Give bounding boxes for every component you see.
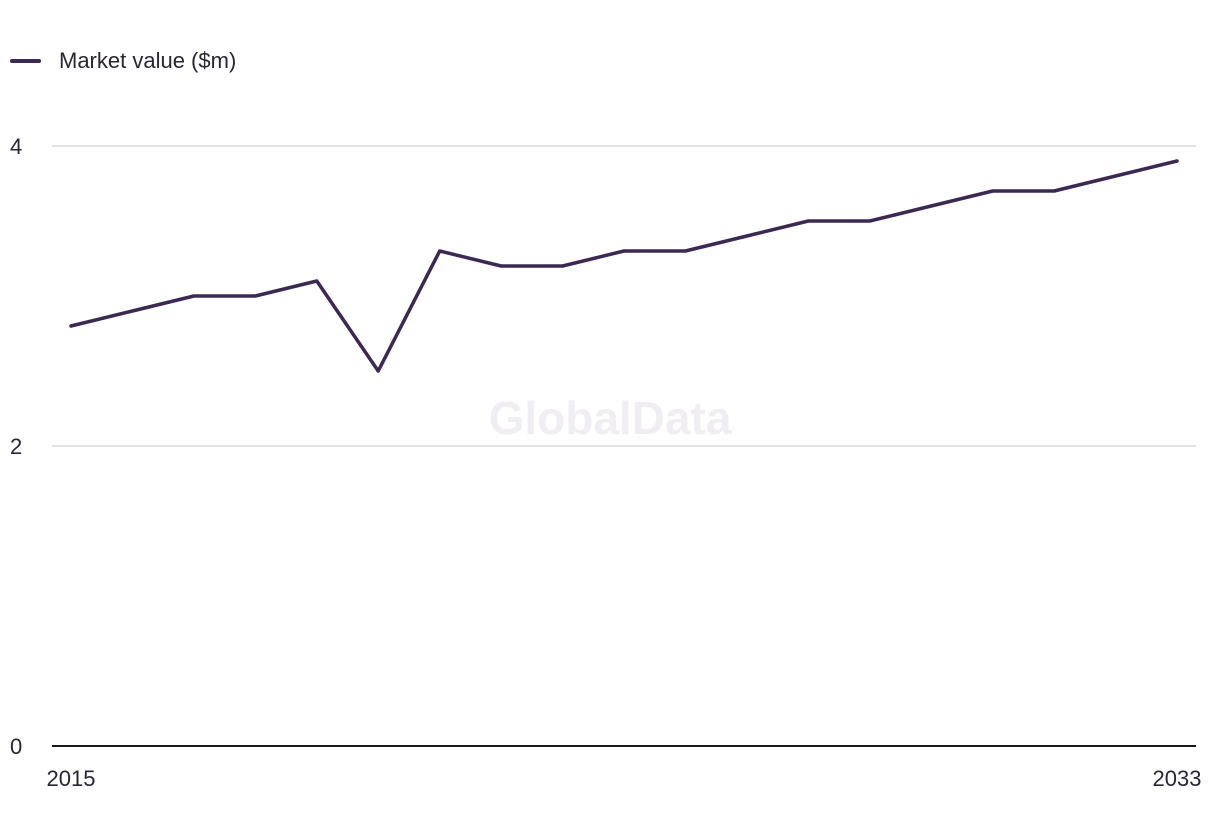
data-point xyxy=(1113,174,1118,178)
y-tick-label: 0 xyxy=(10,734,22,759)
data-points xyxy=(69,159,1179,373)
data-point xyxy=(253,294,257,298)
data-point xyxy=(683,249,688,253)
x-axis-labels: 2015 2033 xyxy=(47,766,1202,791)
data-point xyxy=(376,369,380,373)
data-point xyxy=(991,189,995,193)
data-point xyxy=(1175,159,1179,163)
data-point xyxy=(130,309,135,313)
data-point xyxy=(1052,189,1056,193)
legend-swatch xyxy=(10,59,41,63)
x-tick-label: 2015 xyxy=(47,766,96,791)
data-point xyxy=(868,219,872,223)
x-tick-label: 2033 xyxy=(1153,766,1202,791)
y-tick-label: 4 xyxy=(10,134,22,159)
data-point xyxy=(69,324,73,328)
data-point xyxy=(560,264,565,268)
series-lines xyxy=(69,159,1179,373)
data-point xyxy=(499,264,503,268)
data-point xyxy=(622,249,626,253)
data-point xyxy=(745,234,749,238)
data-point xyxy=(438,249,442,253)
series-line xyxy=(69,159,1179,373)
y-axis-labels: 0 2 4 xyxy=(10,134,22,759)
y-tick-label: 2 xyxy=(10,434,22,459)
data-point xyxy=(929,204,933,208)
legend-label: Market value ($m) xyxy=(59,48,237,73)
data-point xyxy=(806,219,810,223)
data-point xyxy=(315,279,319,283)
data-point xyxy=(192,294,196,298)
legend: Market value ($m) xyxy=(10,46,236,76)
gridlines xyxy=(52,145,1196,747)
watermark: GlobalData xyxy=(489,392,732,444)
